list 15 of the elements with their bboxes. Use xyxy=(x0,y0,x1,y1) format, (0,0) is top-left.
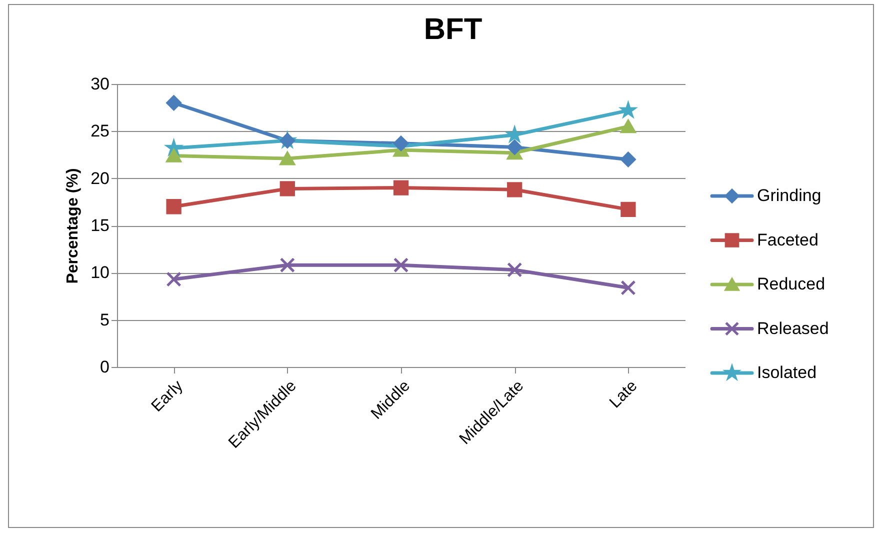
legend-label: Grinding xyxy=(757,186,822,205)
chart-title: BFT xyxy=(424,13,482,46)
y-tick-label: 20 xyxy=(90,168,110,188)
y-tick-label: 10 xyxy=(90,263,110,282)
y-tick-label: 5 xyxy=(100,310,110,330)
x-tick-label: Late xyxy=(606,377,641,412)
y-tick-label: 25 xyxy=(90,122,110,141)
y-tick-label: 15 xyxy=(90,216,110,235)
legend-label: Reduced xyxy=(757,274,826,294)
y-axis-title: Percentage (%) xyxy=(64,168,82,284)
legend-label: Faceted xyxy=(757,230,818,250)
legend-label: Isolated xyxy=(757,363,817,382)
y-tick-label: 0 xyxy=(100,358,110,376)
legend-label: Released xyxy=(757,318,829,338)
y-tick-label: 30 xyxy=(90,74,110,94)
